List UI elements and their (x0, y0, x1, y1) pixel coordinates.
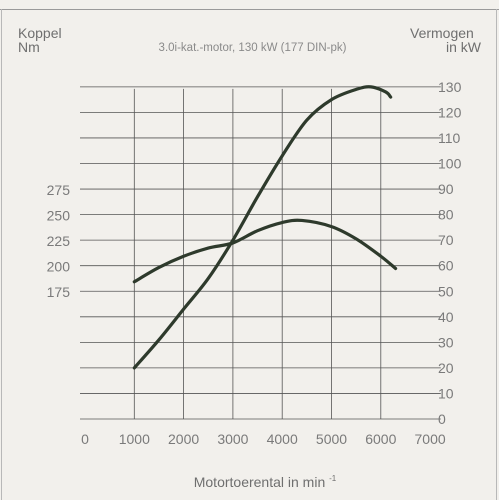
right-tick-label: 10 (438, 385, 454, 401)
left-axis-label: Koppel (18, 25, 62, 41)
x-tick-label: 4000 (267, 431, 298, 447)
right-tick-label: 120 (438, 104, 462, 120)
x-axis-label: Motortoerental in min -1 (100, 474, 430, 490)
left-border (1, 9, 2, 500)
x-axis-label-exponent: -1 (329, 474, 337, 483)
right-tick-label: 80 (438, 207, 454, 223)
right-axis-label: Vermogen (410, 25, 474, 41)
top-border (0, 9, 499, 10)
left-tick-label: 175 (47, 284, 71, 300)
right-tick-label: 30 (438, 334, 454, 350)
right-tick-label: 90 (438, 181, 454, 197)
left-tick-label: 275 (47, 182, 71, 198)
left-axis-unit: Nm (18, 39, 40, 55)
x-tick-label: 3000 (217, 431, 248, 447)
right-tick-label: 60 (438, 258, 454, 274)
x-tick-label: 5000 (316, 431, 347, 447)
right-border (496, 9, 497, 500)
right-tick-label: 50 (438, 283, 454, 299)
x-tick-label: 1000 (119, 431, 150, 447)
x-tick-label: 7000 (415, 431, 446, 447)
right-tick-label: 40 (438, 309, 454, 325)
right-axis-unit: in kW (446, 39, 481, 55)
left-tick-label: 250 (47, 207, 71, 223)
power-curve (132, 85, 393, 370)
right-tick-label: 20 (438, 360, 454, 376)
right-tick-label: 130 (438, 79, 462, 95)
x-tick-label: 2000 (168, 431, 199, 447)
right-tick-label: 110 (438, 130, 461, 146)
x-axis-label-text: Motortoerental in min (193, 474, 326, 490)
chart-title: 3.0i-kat.-motor, 130 kW (177 DIN-pk) (158, 42, 347, 54)
x-tick-label: 6000 (365, 431, 396, 447)
x-tick-label: 0 (81, 431, 89, 447)
right-tick-label: 70 (438, 232, 454, 248)
left-tick-label: 200 (47, 258, 71, 274)
torque-curve (132, 218, 398, 284)
right-tick-label: 100 (438, 156, 462, 172)
right-tick-label: 0 (438, 411, 446, 427)
left-tick-label: 225 (47, 233, 71, 249)
